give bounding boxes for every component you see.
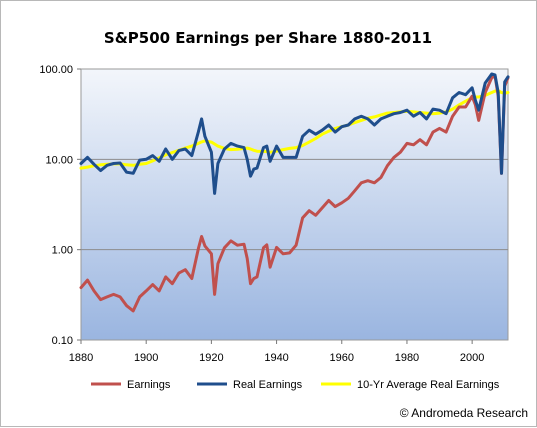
chart-title: S&P500 Earnings per Share 1880-2011 (104, 29, 432, 47)
legend-label: 10-Yr Average Real Earnings (357, 379, 500, 391)
y-tick-label: 100.00 (39, 64, 73, 76)
x-tick-label: 2000 (460, 352, 484, 364)
gridlines (81, 158, 508, 251)
x-tick-label: 1940 (264, 352, 288, 364)
y-tick-label: 1.00 (52, 245, 73, 257)
y-tick-label: 10.00 (45, 154, 73, 166)
plot-area (80, 68, 509, 341)
y-axis-ticks: 0.10 1.00 10.00 100.00 (39, 64, 81, 347)
x-tick-label: 1880 (69, 352, 93, 364)
y-tick-label: 0.10 (52, 335, 73, 347)
legend-label: Earnings (127, 379, 171, 391)
x-tick-label: 1980 (395, 352, 419, 364)
x-tick-label: 1920 (199, 352, 223, 364)
legend: Earnings Real Earnings 10-Yr Average Real … (91, 379, 500, 391)
x-tick-label: 1900 (134, 352, 158, 364)
credit-text: © Andromeda Research (400, 406, 528, 420)
series-line-real-earnings (79, 72, 510, 195)
legend-label: Real Earnings (233, 379, 303, 391)
x-tick-label: 1960 (330, 352, 354, 364)
x-axis-ticks: 1880 1900 1920 1940 1960 1980 2000 (69, 340, 484, 364)
series-line-earnings (79, 74, 510, 313)
series-lines (79, 72, 510, 313)
